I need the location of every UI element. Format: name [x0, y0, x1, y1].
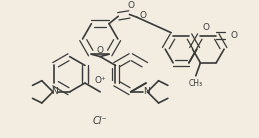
Text: O: O [203, 22, 210, 32]
Text: CH₃: CH₃ [189, 79, 203, 88]
Text: O⁺: O⁺ [94, 76, 106, 85]
Text: O: O [230, 31, 237, 40]
Text: O: O [128, 1, 135, 10]
Text: N: N [51, 87, 57, 96]
Text: Cl⁻: Cl⁻ [93, 116, 107, 126]
Text: N: N [143, 87, 149, 96]
Text: O: O [97, 46, 104, 55]
Text: O: O [140, 11, 147, 20]
